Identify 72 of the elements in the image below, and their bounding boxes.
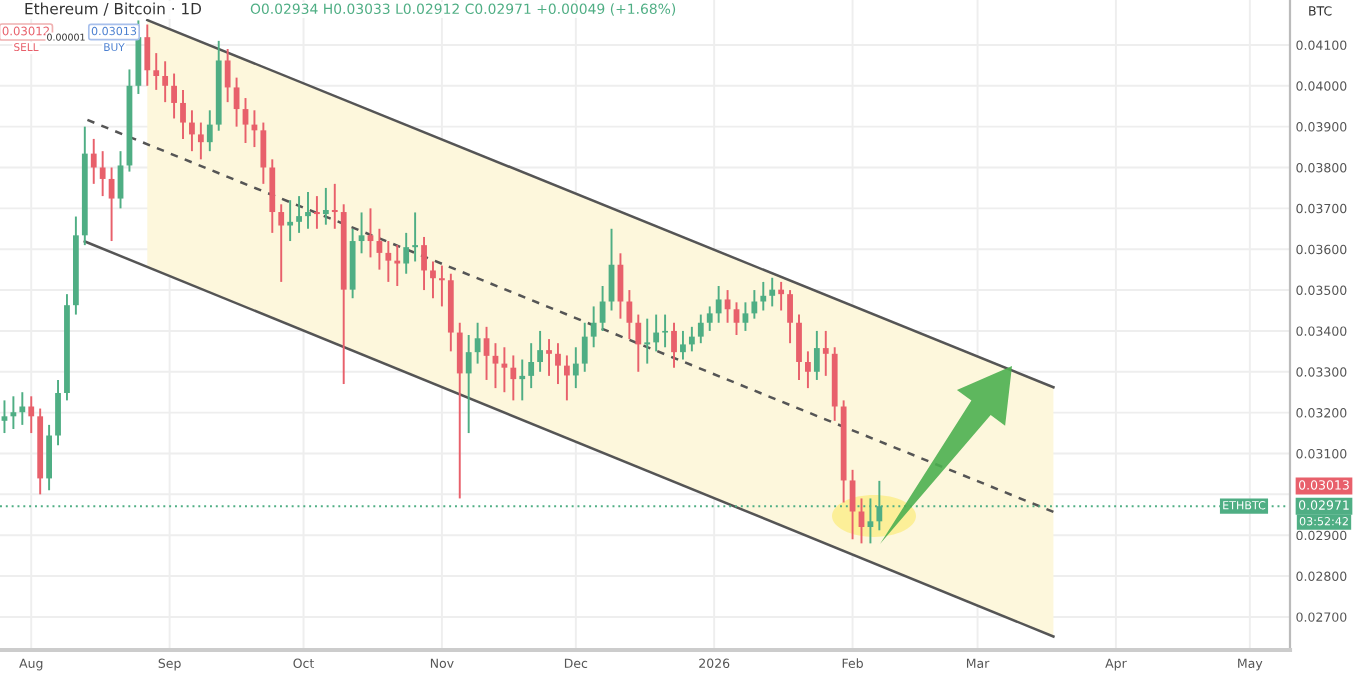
candlestick (742, 301, 749, 332)
candlestick (680, 329, 686, 361)
candlestick (751, 289, 758, 320)
candlestick (305, 191, 311, 230)
candlestick (260, 121, 267, 185)
candlestick (19, 391, 26, 426)
candlestick (197, 121, 204, 161)
candlestick (706, 305, 713, 332)
candlestick (563, 354, 570, 402)
candlestick (287, 199, 294, 243)
candlestick (644, 317, 651, 365)
candlestick (439, 264, 445, 308)
candlestick (519, 358, 526, 402)
candlestick (55, 378, 61, 447)
candlestick (769, 276, 776, 308)
candlestick (465, 334, 472, 435)
candlestick (626, 289, 633, 341)
candlestick (331, 182, 338, 230)
candlestick (760, 280, 767, 312)
candlestick (474, 321, 481, 365)
candlestick (822, 329, 829, 377)
candlestick (787, 289, 793, 345)
candlestick (421, 235, 427, 292)
candlestick (653, 313, 660, 353)
candlestick (189, 109, 195, 153)
candlestick (180, 88, 186, 140)
candlestick (206, 109, 213, 153)
candlestick (322, 186, 329, 226)
candlestick (572, 346, 579, 390)
candlestick (796, 313, 802, 381)
candlestick (537, 329, 544, 373)
candlestick (1, 399, 8, 435)
candlestick (278, 203, 285, 283)
candlestick (144, 23, 151, 87)
candlestick (581, 321, 588, 373)
candlestick (501, 346, 508, 394)
candlestick (510, 354, 517, 402)
candlestick (153, 52, 160, 91)
candlestick (688, 325, 695, 353)
candlestick (805, 350, 811, 390)
candlestick (358, 211, 365, 255)
candlestick (224, 48, 231, 104)
candlestick (671, 321, 677, 369)
candlestick (697, 313, 704, 345)
candlestick (367, 207, 374, 259)
candlestick (662, 313, 668, 349)
candlestick (162, 60, 169, 104)
candlestick (99, 150, 106, 198)
candlestick (394, 244, 401, 287)
candlestick (171, 72, 177, 120)
candlestick (90, 137, 97, 185)
candlestick (635, 313, 642, 373)
candlestick (10, 395, 17, 430)
candlestick (867, 497, 874, 545)
candlestick (385, 240, 392, 283)
candlestick (590, 305, 597, 349)
candlestick (715, 285, 722, 324)
candlestick (314, 195, 320, 230)
candlestick (528, 342, 535, 390)
candlestick (555, 342, 561, 386)
candlestick (269, 158, 276, 234)
candlestick (46, 423, 52, 492)
candlestick (430, 260, 436, 300)
candlestick (813, 329, 820, 381)
candlestick (412, 211, 419, 263)
candlestick (296, 195, 302, 234)
candlestick (546, 338, 552, 377)
candlestick (733, 301, 740, 336)
candlestick (456, 321, 463, 500)
candlestick (778, 280, 785, 312)
candlestick (403, 231, 410, 275)
candlestick (28, 395, 35, 435)
